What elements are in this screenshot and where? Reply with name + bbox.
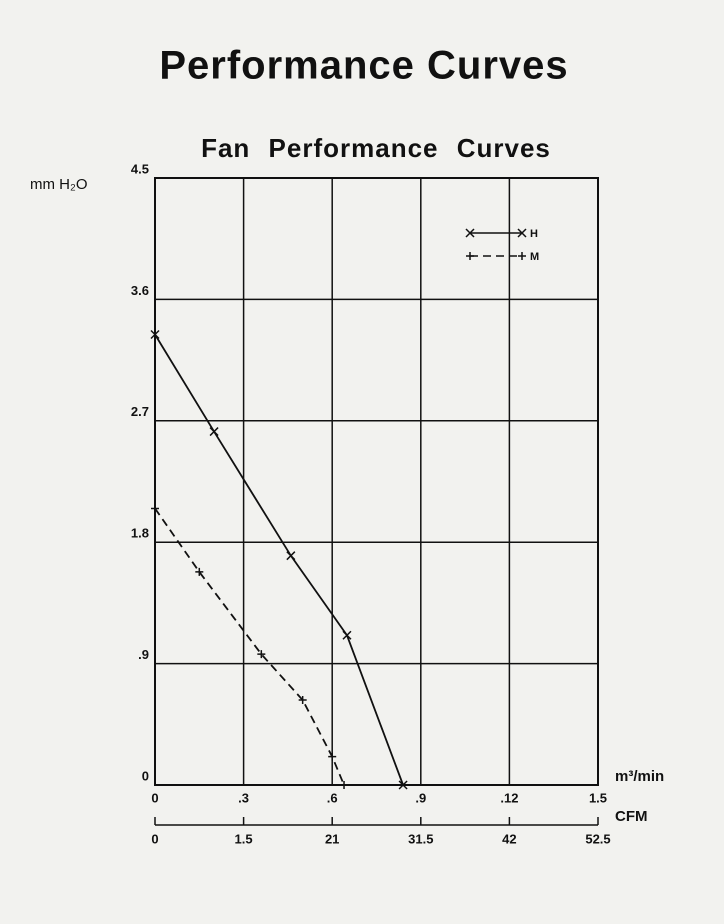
y-tick-label: 3.6 bbox=[131, 283, 149, 298]
point-marker bbox=[195, 567, 204, 576]
point-marker bbox=[465, 228, 475, 238]
x2-axis-label: CFM bbox=[615, 808, 648, 825]
series-line bbox=[154, 507, 345, 786]
y-axis-label: mm H₂O bbox=[30, 176, 87, 193]
point-marker bbox=[151, 504, 159, 513]
x-tick-label: .12 bbox=[500, 790, 518, 805]
x2-tick-label: 1.5 bbox=[235, 831, 253, 846]
y-tick-label: 2.7 bbox=[131, 404, 149, 419]
x-axis-label: m³/min bbox=[615, 768, 664, 785]
legend-label: M bbox=[530, 251, 539, 263]
point-marker bbox=[342, 630, 352, 640]
y-tick-label: .9 bbox=[138, 647, 149, 662]
x-tick-label: .9 bbox=[415, 790, 426, 805]
point-marker bbox=[298, 696, 307, 705]
point-marker bbox=[518, 252, 526, 260]
point-marker bbox=[209, 427, 219, 437]
y-tick-label: 0 bbox=[142, 768, 149, 783]
chart-title: Fan Performance Curves bbox=[201, 133, 551, 163]
point-marker bbox=[517, 228, 527, 238]
point-marker bbox=[257, 650, 266, 659]
point-marker bbox=[466, 252, 474, 260]
point-marker bbox=[286, 551, 296, 561]
x2-tick-label: 0 bbox=[151, 831, 158, 846]
point-marker bbox=[340, 781, 349, 789]
x-tick-label: 0 bbox=[151, 790, 158, 805]
legend-label: H bbox=[530, 228, 538, 240]
y-tick-label: 4.5 bbox=[131, 161, 149, 176]
x-tick-label: .6 bbox=[327, 790, 338, 805]
x-tick-label: .3 bbox=[238, 790, 249, 805]
x2-tick-label: 31.5 bbox=[408, 831, 433, 846]
y-tick-label: 1.8 bbox=[131, 526, 149, 541]
x-tick-label: 1.5 bbox=[589, 790, 607, 805]
point-marker bbox=[328, 752, 337, 761]
x2-tick-label: 21 bbox=[325, 831, 339, 846]
point-marker bbox=[150, 329, 160, 340]
x2-tick-label: 42 bbox=[502, 831, 516, 846]
point-marker bbox=[398, 780, 408, 790]
x2-tick-label: 52.5 bbox=[585, 831, 610, 846]
page-title: Performance Curves bbox=[159, 44, 568, 88]
